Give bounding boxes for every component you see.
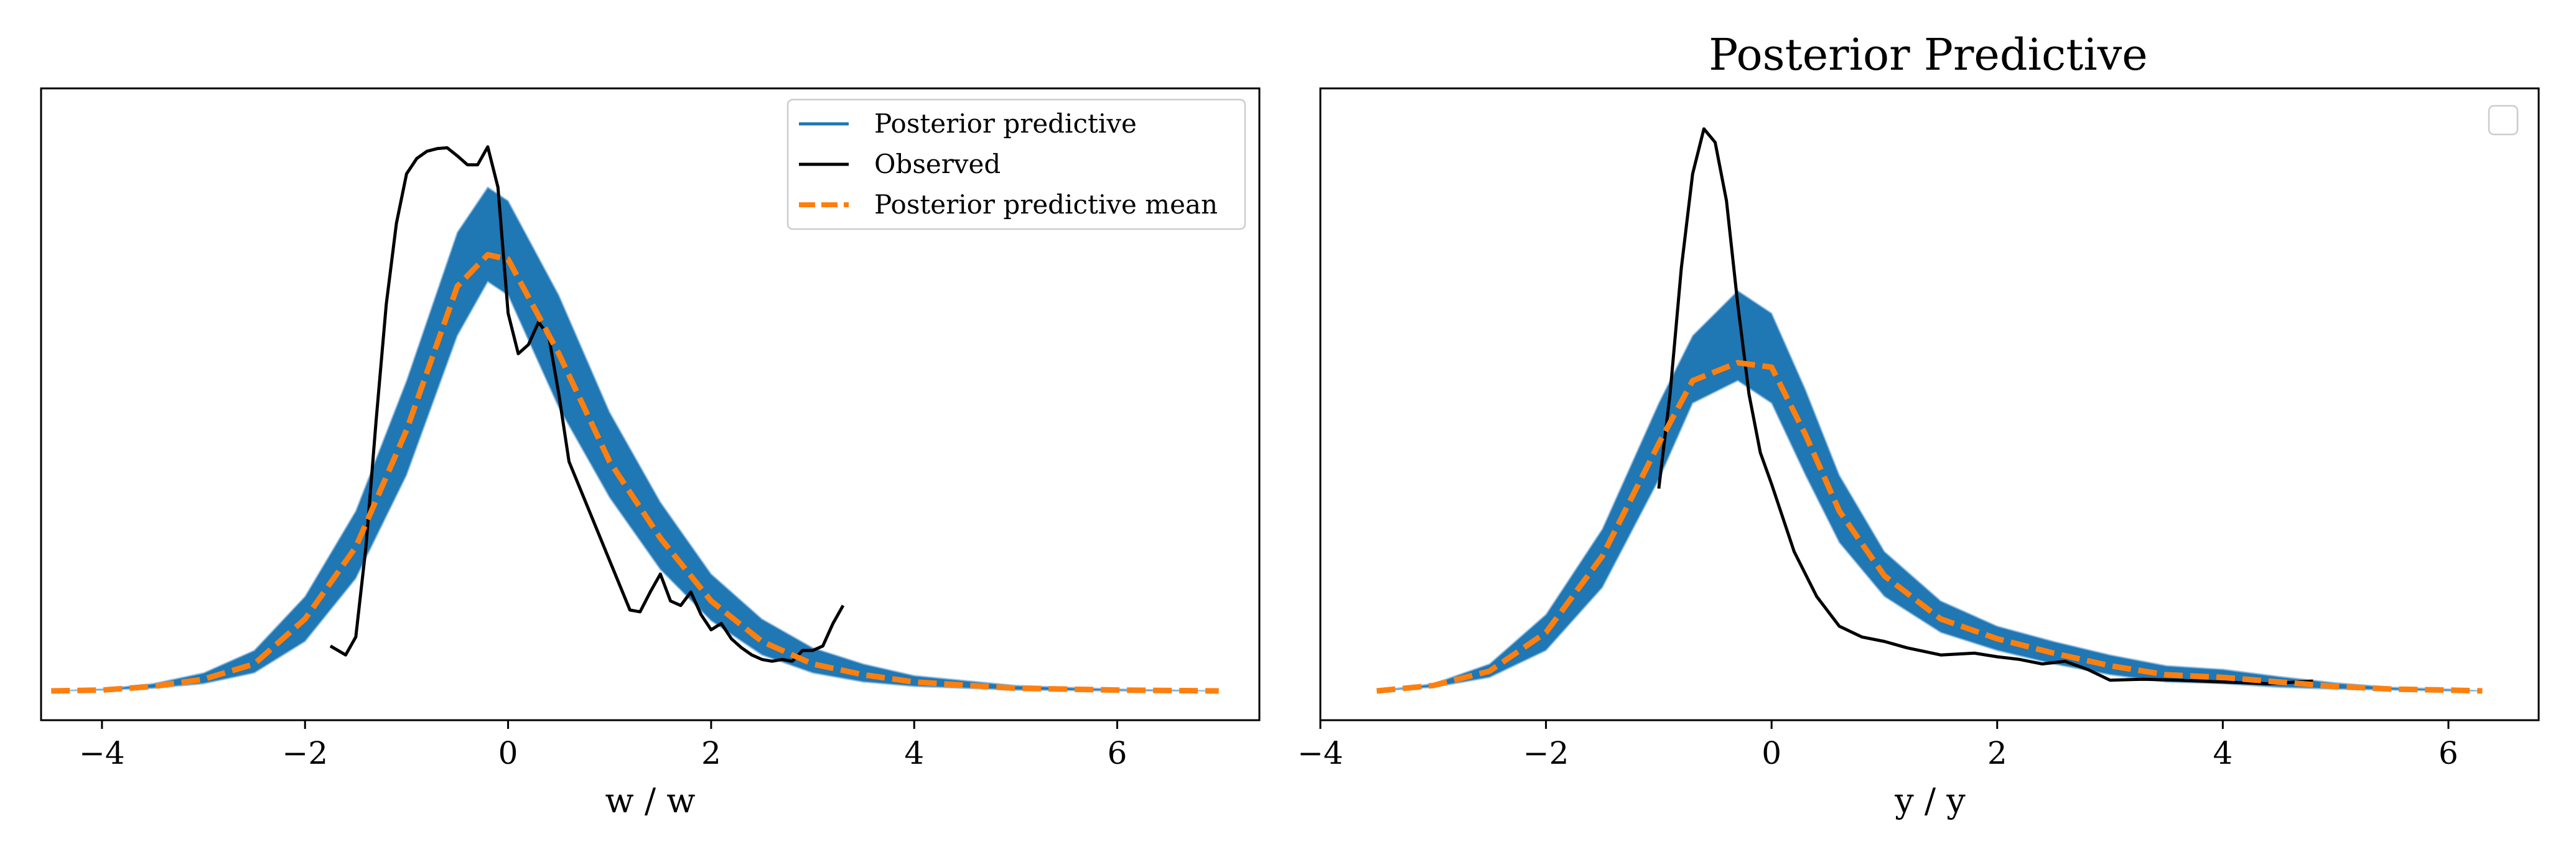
left-x-axis-label: w / w: [605, 781, 696, 820]
left-x-tick-label: 2: [701, 735, 721, 771]
right-legend-empty-box: [2488, 105, 2519, 136]
legend-label-observed: Observed: [874, 149, 1001, 179]
left-x-axis-ticks: −4 −2 0 2 4 6: [79, 720, 1127, 771]
left-legend-frame: [786, 98, 1246, 230]
right-plot-area: [1376, 127, 2483, 694]
right-x-tick-label: 2: [1987, 735, 2007, 771]
legend-label-posterior-predictive-mean: Posterior predictive mean: [874, 189, 1218, 220]
left-plot-frame: [40, 87, 1261, 721]
right-x-axis-label: y / y: [1894, 781, 1966, 820]
right-x-tick-label: 4: [2213, 735, 2233, 771]
right-x-tick-label: −2: [1523, 735, 1569, 771]
right-x-tick-label: 6: [2438, 735, 2458, 771]
left-x-tick-label: 0: [498, 735, 518, 771]
right-plot-title: Posterior Predictive: [1709, 29, 2147, 80]
right-series-1-line: [1657, 127, 2313, 685]
left-legend: Posterior predictive Observed Posterior …: [786, 98, 1246, 230]
right-plot-panel: Posterior Predictive −4 −2 0 2 4 6 y / y: [1297, 29, 2540, 820]
legend-label-posterior-predictive: Posterior predictive: [874, 108, 1137, 139]
left-x-tick-label: 4: [904, 735, 924, 771]
right-x-tick-label: −4: [1297, 735, 1343, 771]
left-observed-line: [329, 145, 845, 663]
right-series-2-line: [1376, 360, 2483, 694]
right-x-axis-ticks: −4 −2 0 2 4 6: [1297, 720, 2458, 771]
right-plot-frame: [1319, 87, 2540, 721]
left-x-tick-label: −4: [79, 735, 125, 771]
right-x-tick-label: 0: [1762, 735, 1781, 771]
left-x-tick-label: 6: [1108, 735, 1127, 771]
left-posterior-predictive-mean-line: [51, 251, 1219, 694]
left-plot-panel: −4 −2 0 2 4 6 w / w Posterior predictive Obse…: [40, 87, 1261, 820]
left-plot-area: [51, 145, 1219, 694]
left-x-tick-label: −2: [282, 735, 328, 771]
